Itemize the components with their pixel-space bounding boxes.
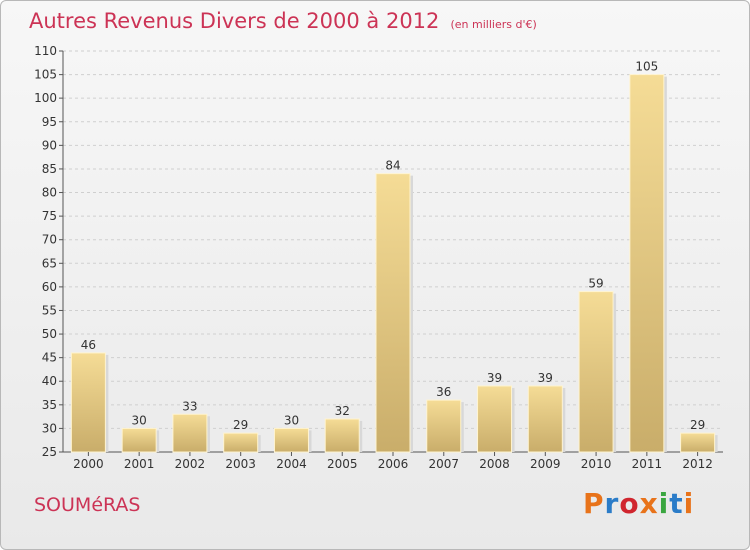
logo-letter: i <box>658 487 670 520</box>
x-tick-label: 2000 <box>73 457 104 471</box>
bar <box>223 432 259 453</box>
x-tick-label: 2012 <box>682 457 713 471</box>
bar <box>477 385 513 453</box>
bar <box>273 427 309 453</box>
y-tick-label: 70 <box>42 233 57 247</box>
logo-letter: x <box>639 487 659 520</box>
x-tick-label: 2007 <box>428 457 459 471</box>
bar-value-label: 39 <box>487 371 502 385</box>
chart-title: Autres Revenus Divers de 2000 à 2012 <box>29 9 440 33</box>
bar <box>172 413 208 453</box>
x-axis-ticks: 2000 2001 2002 2003 2004 2005 2006 2007 2008 2009… <box>73 452 713 471</box>
y-tick-label: 25 <box>42 445 57 459</box>
y-tick-label: 105 <box>34 68 57 82</box>
y-tick-label: 75 <box>42 209 57 223</box>
bar-value-label: 36 <box>436 385 451 399</box>
bar-value-label: 33 <box>182 399 197 413</box>
y-tick-label: 35 <box>42 398 57 412</box>
logo-letter: o <box>619 487 640 520</box>
y-tick-label: 40 <box>42 374 57 388</box>
commune-name: SOUMéRAS <box>34 494 141 516</box>
y-tick-label: 30 <box>42 421 57 435</box>
y-tick-label: 60 <box>42 280 57 294</box>
x-tick-label: 2003 <box>225 457 256 471</box>
logo-letter: t <box>669 487 684 520</box>
bar <box>426 399 462 453</box>
bar <box>121 427 157 453</box>
x-tick-label: 2002 <box>175 457 206 471</box>
bar <box>629 74 665 453</box>
x-tick-label: 2009 <box>530 457 561 471</box>
bar-value-label: 105 <box>635 60 658 74</box>
y-tick-label: 110 <box>34 44 57 58</box>
y-tick-label: 85 <box>42 162 57 176</box>
x-tick-label: 2001 <box>124 457 155 471</box>
bar-value-label: 29 <box>233 418 248 432</box>
y-tick-label: 95 <box>42 115 57 129</box>
logo-letter: P <box>583 487 605 520</box>
bar-value-label: 84 <box>385 159 400 173</box>
y-tick-label: 90 <box>42 138 57 152</box>
bar <box>324 418 360 453</box>
x-tick-label: 2008 <box>479 457 510 471</box>
proxiti-logo: Proxiti <box>583 487 694 520</box>
bar-value-label: 30 <box>132 413 147 427</box>
y-tick-label: 50 <box>42 327 57 341</box>
bar-value-label: 30 <box>284 413 299 427</box>
y-tick-label: 100 <box>34 91 57 105</box>
x-tick-label: 2005 <box>327 457 358 471</box>
bar-value-label: 46 <box>81 338 96 352</box>
x-tick-label: 2006 <box>378 457 409 471</box>
title-row: Autres Revenus Divers de 2000 à 2012 (en… <box>29 9 537 33</box>
y-tick-label: 65 <box>42 256 57 270</box>
logo-letter: r <box>604 487 620 520</box>
bar-value-label: 39 <box>538 371 553 385</box>
x-tick-label: 2010 <box>581 457 612 471</box>
bar <box>527 385 563 453</box>
x-tick-label: 2004 <box>276 457 307 471</box>
bar-value-label: 32 <box>335 404 350 418</box>
x-tick-label: 2011 <box>632 457 663 471</box>
bar-value-label: 29 <box>690 418 705 432</box>
bar <box>680 432 716 453</box>
logo-letter: i <box>683 487 695 520</box>
bar-value-label: 59 <box>588 277 603 291</box>
bars: 46 30 33 29 30 32 84 36 39 39 59 105 29 <box>70 60 718 453</box>
y-tick-label: 55 <box>42 303 57 317</box>
bar <box>70 352 106 453</box>
y-tick-label: 80 <box>42 186 57 200</box>
y-tick-label: 45 <box>42 351 57 365</box>
bar <box>578 291 614 453</box>
bar <box>375 173 411 453</box>
chart-subtitle: (en milliers d'€) <box>450 18 537 31</box>
